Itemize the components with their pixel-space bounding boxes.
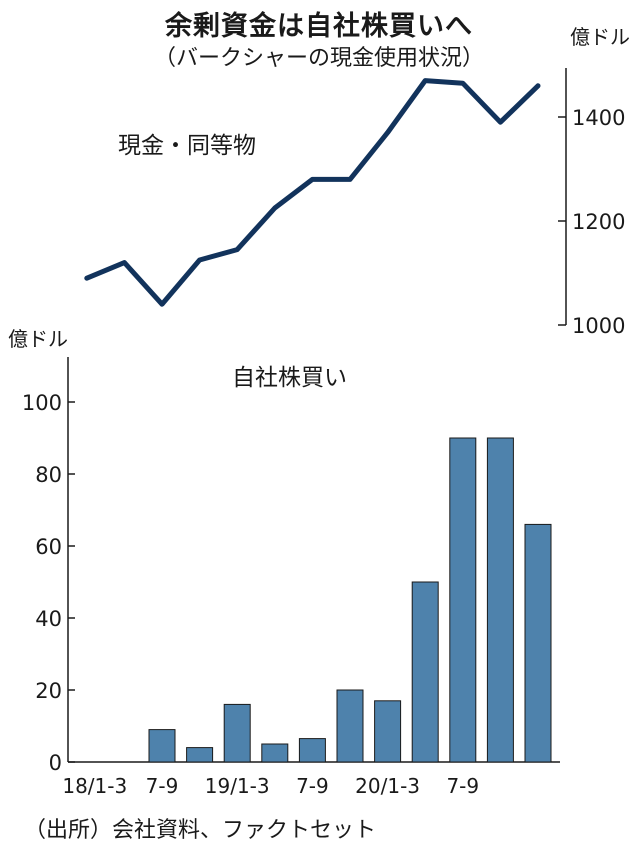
line-y-axis-unit: 億ドル xyxy=(570,25,630,49)
bar-y-tick-label: 100 xyxy=(22,391,62,415)
chart-subtitle: （バークシャーの現金使用状況） xyxy=(153,46,484,71)
bar-x-tick-label: 19/1-3 xyxy=(205,774,270,798)
line-y-tick-label: 1000 xyxy=(572,314,625,338)
bar-x-tick-label: 18/1-3 xyxy=(62,774,127,798)
buyback-bar xyxy=(186,747,214,763)
line-y-tick-label: 1400 xyxy=(572,106,625,130)
buyback-bar xyxy=(374,700,402,763)
buyback-bar xyxy=(336,689,364,763)
source-note: （出所）会社資料、ファクトセット xyxy=(24,818,377,843)
cash-line xyxy=(84,78,541,307)
buyback-bar xyxy=(298,738,326,763)
buyback-bar xyxy=(449,437,477,763)
line-y-tick-label: 1200 xyxy=(572,210,625,234)
buyback-bar xyxy=(524,523,552,763)
buyback-bar xyxy=(148,729,176,763)
bar-x-tick-label: 7-9 xyxy=(296,774,329,798)
bar-y-tick-label: 20 xyxy=(35,679,62,703)
bar-x-tick-label: 7-9 xyxy=(446,774,479,798)
bar-y-tick-label: 60 xyxy=(35,535,62,559)
bar-y-tick-label: 40 xyxy=(35,607,62,631)
bar-series-label: 自社株買い xyxy=(232,365,347,391)
bar-x-tick-label: 20/1-3 xyxy=(355,774,420,798)
bar-y-tick-label: 80 xyxy=(35,463,62,487)
buyback-bar xyxy=(223,703,251,763)
buyback-bar xyxy=(486,437,514,763)
buyback-bar xyxy=(261,743,289,763)
bar-y-axis-unit: 億ドル xyxy=(8,327,68,351)
buyback-bar xyxy=(411,581,439,763)
bar-x-tick-label: 7-9 xyxy=(146,774,179,798)
line-series-label: 現金・同等物 xyxy=(118,133,256,159)
bar-y-tick-label: 0 xyxy=(49,751,62,775)
chart-title: 余剰資金は自社株買いへ xyxy=(165,11,473,42)
